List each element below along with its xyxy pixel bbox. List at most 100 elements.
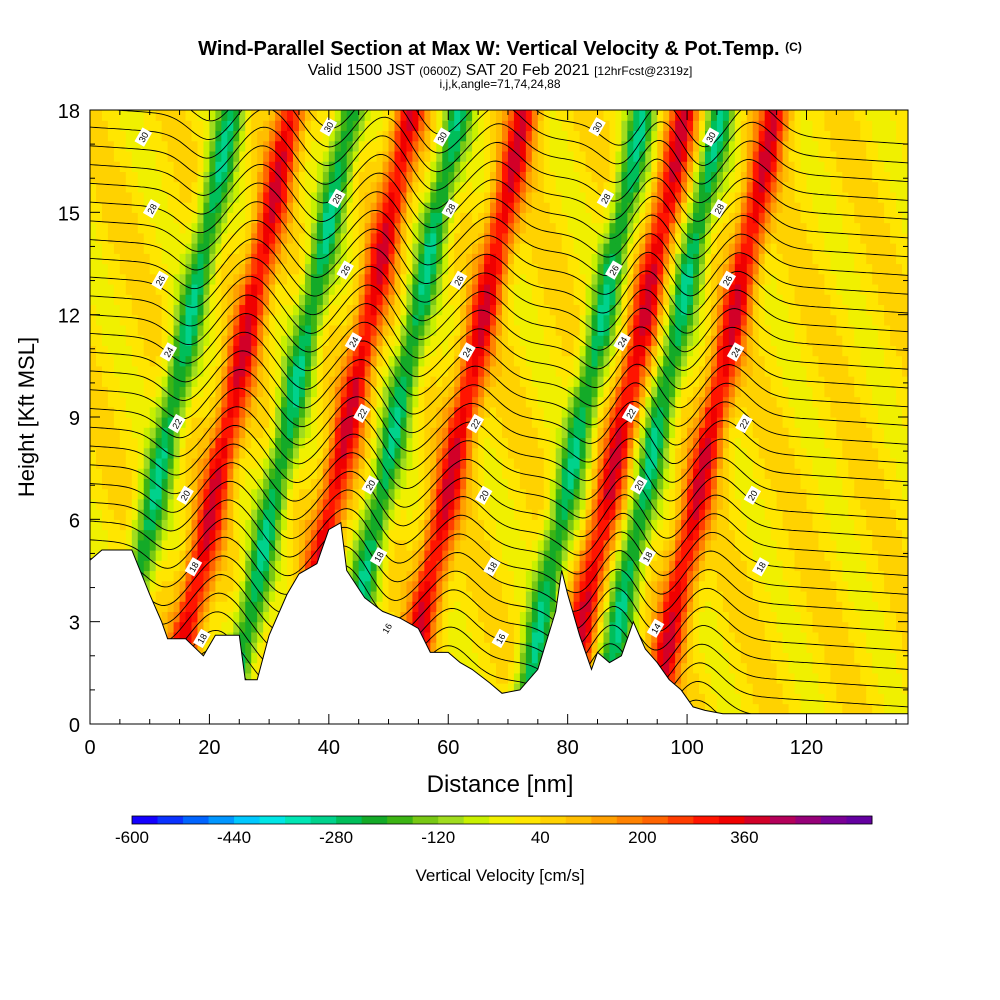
velocity-cell [167, 621, 175, 633]
velocity-cell [316, 365, 324, 377]
velocity-cell [322, 427, 330, 439]
velocity-cell [107, 386, 115, 398]
velocity-cell [406, 386, 414, 398]
velocity-cell [496, 232, 503, 244]
velocity-cell [519, 672, 527, 684]
velocity-cell [221, 427, 228, 439]
velocity-cell [537, 324, 545, 336]
velocity-cell [519, 304, 527, 316]
velocity-cell [478, 120, 485, 132]
velocity-cell [90, 519, 97, 531]
velocity-cell [448, 273, 455, 285]
velocity-cell [537, 273, 545, 285]
velocity-cell [436, 150, 443, 162]
velocity-cell [561, 550, 569, 561]
velocity-cell [537, 447, 545, 459]
velocity-cell [370, 171, 378, 183]
velocity-cell [382, 120, 390, 132]
velocity-cell [310, 120, 318, 132]
velocity-cell [185, 140, 193, 152]
velocity-cell [382, 191, 390, 203]
velocity-cell [496, 611, 503, 623]
velocity-cell [293, 427, 300, 439]
velocity-cell [209, 150, 216, 162]
velocity-cell [466, 396, 473, 408]
velocity-cell [466, 488, 473, 500]
velocity-cell [143, 150, 151, 162]
velocity-cell [281, 171, 288, 183]
velocity-cell [430, 580, 437, 592]
velocity-cell [203, 386, 211, 398]
velocity-cell [573, 427, 581, 439]
velocity-cell [179, 171, 187, 183]
velocity-cell [478, 580, 485, 592]
velocity-cell [298, 478, 306, 490]
velocity-cell [466, 273, 473, 285]
velocity-cell [149, 243, 157, 254]
velocity-cell [293, 140, 300, 152]
velocity-cell [496, 550, 503, 561]
velocity-cell [394, 304, 402, 316]
velocity-cell [340, 273, 348, 285]
velocity-cell [310, 509, 318, 520]
velocity-cell [507, 519, 515, 531]
velocity-cell [412, 519, 419, 531]
velocity-cell [549, 191, 557, 203]
velocity-cell [472, 631, 479, 643]
velocity-cell [525, 335, 533, 346]
velocity-cell [167, 498, 175, 510]
velocity-cell [298, 161, 306, 172]
velocity-cell [298, 468, 306, 479]
velocity-cell [436, 365, 443, 377]
velocity-cell [95, 120, 103, 132]
velocity-cell [245, 672, 252, 684]
velocity-cell [490, 376, 497, 387]
velocity-cell [149, 294, 157, 306]
velocity-cell [125, 263, 133, 275]
velocity-cell [388, 365, 396, 377]
velocity-cell [215, 447, 222, 459]
velocity-cell [191, 314, 199, 326]
velocity-cell [466, 222, 473, 234]
velocity-cell [119, 232, 127, 244]
velocity-cell [310, 212, 318, 224]
velocity-cell [466, 406, 473, 418]
velocity-cell [322, 376, 330, 387]
velocity-cell [519, 621, 527, 633]
velocity-cell [400, 457, 408, 469]
velocity-cell [137, 283, 145, 295]
velocity-cell [460, 110, 467, 121]
velocity-cell [525, 181, 533, 193]
velocity-cell [382, 365, 390, 377]
velocity-cell [501, 652, 509, 664]
velocity-cell [543, 386, 551, 398]
velocity-cell [161, 406, 169, 418]
velocity-cell [412, 437, 419, 449]
velocity-cell [155, 253, 163, 265]
velocity-cell [513, 529, 521, 541]
velocity-cell [448, 570, 455, 582]
velocity-cell [149, 222, 157, 234]
velocity-cell [155, 161, 163, 172]
velocity-cell [382, 519, 390, 531]
velocity-cell [119, 427, 127, 439]
velocity-cell [507, 263, 515, 275]
velocity-cell [149, 365, 157, 377]
velocity-cell [436, 324, 443, 336]
velocity-cell [245, 621, 252, 633]
velocity-cell [454, 570, 461, 582]
velocity-cell [95, 161, 103, 172]
velocity-cell [352, 253, 360, 265]
velocity-cell [257, 376, 264, 387]
velocity-cell [388, 570, 396, 582]
velocity-cell [233, 273, 240, 285]
velocity-cell [549, 355, 557, 367]
velocity-cell [263, 417, 270, 428]
velocity-cell [561, 212, 569, 224]
velocity-cell [215, 478, 222, 490]
velocity-cell [293, 447, 300, 459]
velocity-cell [245, 580, 252, 592]
velocity-cell [191, 570, 199, 582]
velocity-cell [287, 406, 294, 418]
velocity-cell [490, 181, 497, 193]
